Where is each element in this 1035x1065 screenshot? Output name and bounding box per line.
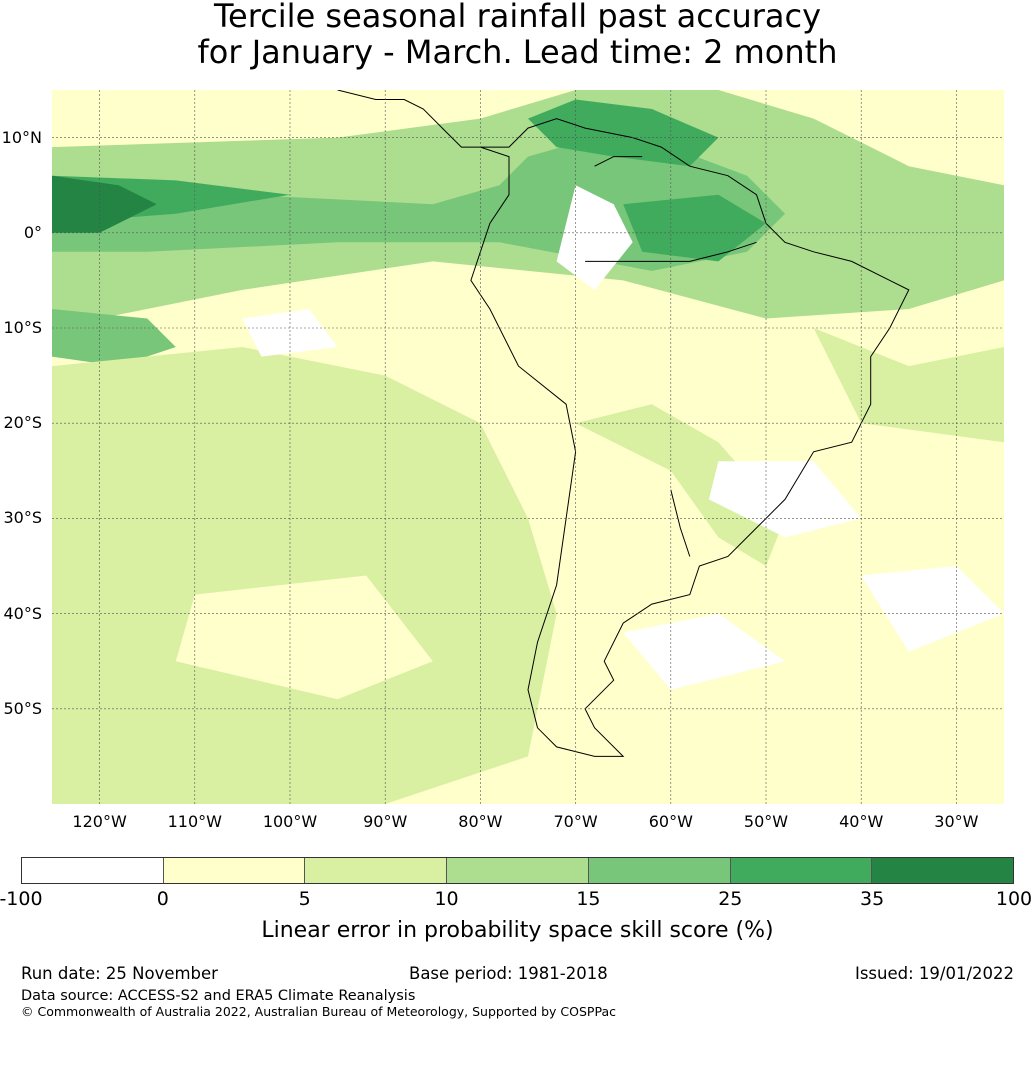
- colorbar-tick-label: -100: [0, 888, 43, 910]
- longitude-label: 110°W: [167, 812, 222, 831]
- colorbar-tick-label: 0: [156, 888, 169, 910]
- colorbar-segment-6: [871, 858, 1014, 883]
- colorbar-segment-2: [304, 858, 447, 883]
- skill-region-6: [52, 309, 176, 367]
- longitude-label: 120°W: [72, 812, 127, 831]
- skill-score-layer: [52, 90, 1004, 804]
- map-title-line-1: Tercile seasonal rainfall past accuracy: [213, 0, 822, 35]
- issued-date: Issued: 19/01/2022: [854, 964, 1014, 983]
- longitude-label: 60°W: [648, 812, 693, 831]
- latitude-label: 20°S: [3, 413, 42, 433]
- longitude-label: 40°W: [839, 812, 884, 831]
- longitude-label: 100°W: [262, 812, 318, 831]
- river-1: [594, 156, 643, 167]
- colorbar-tick-label: 100: [995, 888, 1033, 910]
- data-source: Data source: ACCESS-S2 and ERA5 Climate …: [21, 988, 416, 1004]
- colorbar-tick-label: 5: [298, 888, 311, 910]
- colorbar: [21, 857, 1014, 884]
- colorbar-label: Linear error in probability space skill …: [261, 918, 774, 943]
- river-0: [585, 241, 757, 262]
- skill-map: [52, 90, 1004, 804]
- latitude-label: 40°S: [3, 603, 42, 623]
- longitude-label: 70°W: [553, 812, 598, 831]
- skill-region-8: [575, 404, 785, 566]
- colorbar-tick-label: 15: [576, 888, 601, 910]
- skill-region-7: [52, 347, 557, 804]
- colorbar-segment-4: [587, 858, 730, 883]
- colorbar-tick-label: 35: [860, 888, 885, 910]
- coastline: [337, 90, 910, 757]
- colorbar-segment-5: [729, 858, 872, 883]
- longitude-label: 90°W: [363, 812, 408, 831]
- skill-region-14: [242, 309, 338, 357]
- skill-region-10: [175, 575, 433, 700]
- copyright-notice: © Commonwealth of Australia 2022, Austra…: [21, 1004, 616, 1019]
- latitude-label: 30°S: [3, 508, 42, 528]
- colorbar-segment-1: [162, 858, 305, 883]
- longitude-label: 30°W: [934, 812, 979, 831]
- run-date: Run date: 25 November: [21, 964, 218, 983]
- latitude-label: 0°: [23, 222, 42, 242]
- base-period: Base period: 1981-2018: [409, 964, 608, 983]
- colorbar-tick-label: 25: [718, 888, 743, 910]
- skill-region-13: [861, 566, 1004, 652]
- skill-region-15: [623, 613, 785, 690]
- latitude-label: 50°S: [3, 698, 42, 718]
- longitude-label: 50°W: [743, 812, 789, 831]
- river-2: [670, 489, 691, 557]
- latitude-label: 10°N: [1, 127, 42, 147]
- colorbar-segment-3: [446, 858, 588, 883]
- graticule: [52, 90, 1004, 804]
- longitude-label: 80°W: [458, 812, 503, 831]
- latitude-label: 10°S: [3, 318, 42, 337]
- skill-region-4: [528, 99, 719, 167]
- skill-region-5: [623, 194, 766, 262]
- river-layer: [585, 156, 757, 557]
- colorbar-segment-0: [22, 858, 163, 883]
- map-title-line-2: for January - March. Lead time: 2 month: [197, 33, 838, 71]
- skill-region-9: [813, 328, 1004, 443]
- colorbar-tick-label: 10: [434, 888, 459, 910]
- coastline-layer: [337, 90, 910, 757]
- skill-region-3: [52, 175, 157, 233]
